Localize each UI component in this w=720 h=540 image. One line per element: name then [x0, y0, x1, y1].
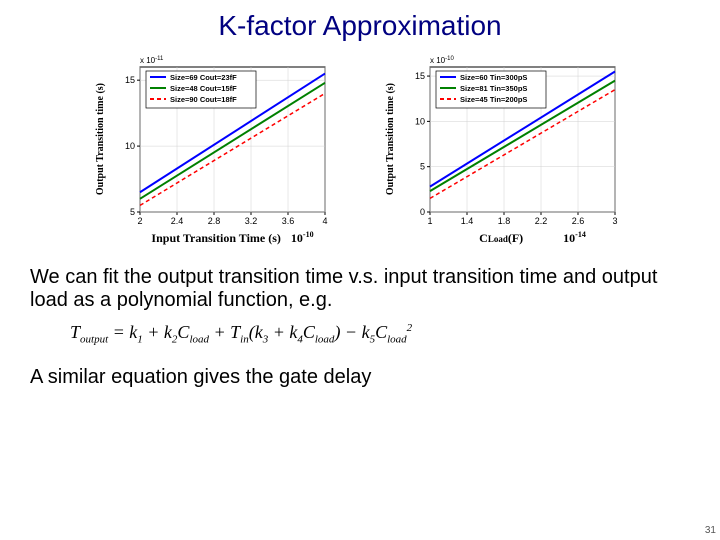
- svg-text:Size=69 Cout=23fF: Size=69 Cout=23fF: [170, 73, 237, 82]
- svg-text:15: 15: [415, 71, 425, 81]
- right-scale-exp: -14: [575, 230, 586, 239]
- svg-text:x 10-11: x 10-11: [140, 56, 164, 65]
- svg-text:Size=81 Tin=350pS: Size=81 Tin=350pS: [460, 84, 527, 93]
- right-xlabel-sub: Load: [488, 234, 508, 244]
- svg-text:1.8: 1.8: [498, 216, 511, 226]
- slide: K-factor Approximation Output Transition…: [0, 0, 720, 540]
- svg-text:2.8: 2.8: [208, 216, 221, 226]
- equation-inner: Toutput = k1 + k2Cload + Tin(k3 + k4Cloa…: [70, 322, 412, 342]
- body-text-1: We can fit the output transition time v.…: [30, 266, 690, 312]
- left-scale-exp: -10: [303, 230, 314, 239]
- right-chart-wrap: Output Transition time (s) 1 1.4 1.8 2.2 2.6…: [385, 52, 625, 227]
- svg-text:10: 10: [415, 116, 425, 126]
- svg-text:3.2: 3.2: [245, 216, 258, 226]
- svg-text:Size=90 Cout=18fF: Size=90 Cout=18fF: [170, 95, 237, 104]
- svg-text:2.4: 2.4: [171, 216, 184, 226]
- right-ylabel: Output Transition time (s): [385, 83, 396, 195]
- svg-text:3: 3: [612, 216, 617, 226]
- charts-row: Output Transition time (s) 2 2.4 2.8 3.2 3.6…: [20, 52, 700, 227]
- right-scale: 10-14: [563, 230, 586, 246]
- right-xlabel-suffix: (F): [508, 231, 523, 246]
- xlabels-row: Input Transition Time (s) 10-10 CLoad (F…: [20, 230, 700, 246]
- svg-text:1: 1: [427, 216, 432, 226]
- svg-text:5: 5: [420, 162, 425, 172]
- left-chart: 2 2.4 2.8 3.2 3.6 4 5 10 15 x 10-11 Size=69 Cout=2…: [110, 52, 335, 227]
- left-chart-wrap: Output Transition time (s) 2 2.4 2.8 3.2 3.6…: [95, 52, 335, 227]
- left-xlabel-text: Input Transition Time (s): [151, 231, 280, 246]
- left-scale-base: 10: [291, 231, 303, 245]
- equation: Toutput = k1 + k2Cload + Tin(k3 + k4Cloa…: [70, 322, 700, 346]
- svg-text:10: 10: [125, 141, 135, 151]
- slide-title: K-factor Approximation: [20, 10, 700, 42]
- svg-text:3.6: 3.6: [282, 216, 295, 226]
- svg-text:Size=60 Tin=300pS: Size=60 Tin=300pS: [460, 73, 527, 82]
- svg-text:15: 15: [125, 75, 135, 85]
- right-scale-base: 10: [563, 231, 575, 245]
- svg-text:2.2: 2.2: [535, 216, 548, 226]
- left-scale: 10-10: [291, 230, 314, 246]
- right-xlabel: CLoad (F) 10-14: [385, 230, 620, 246]
- page-number: 31: [705, 525, 716, 536]
- svg-text:Size=45 Tin=200pS: Size=45 Tin=200pS: [460, 95, 527, 104]
- svg-text:5: 5: [130, 207, 135, 217]
- right-chart: 1 1.4 1.8 2.2 2.6 3 0 5 10 15 x 10-10 Size=60 Tin=3…: [400, 52, 625, 227]
- svg-text:2.6: 2.6: [572, 216, 585, 226]
- svg-text:0: 0: [420, 207, 425, 217]
- svg-text:4: 4: [322, 216, 327, 226]
- left-xlabel: Input Transition Time (s) 10-10: [100, 230, 335, 246]
- svg-text:1.4: 1.4: [461, 216, 474, 226]
- right-xlabel-C: C: [479, 231, 488, 246]
- body-text-2: A similar equation gives the gate delay: [30, 366, 690, 389]
- svg-text:2: 2: [137, 216, 142, 226]
- svg-text:Size=48 Cout=15fF: Size=48 Cout=15fF: [170, 84, 237, 93]
- left-ylabel: Output Transition time (s): [95, 83, 106, 195]
- svg-text:x 10-10: x 10-10: [430, 56, 454, 65]
